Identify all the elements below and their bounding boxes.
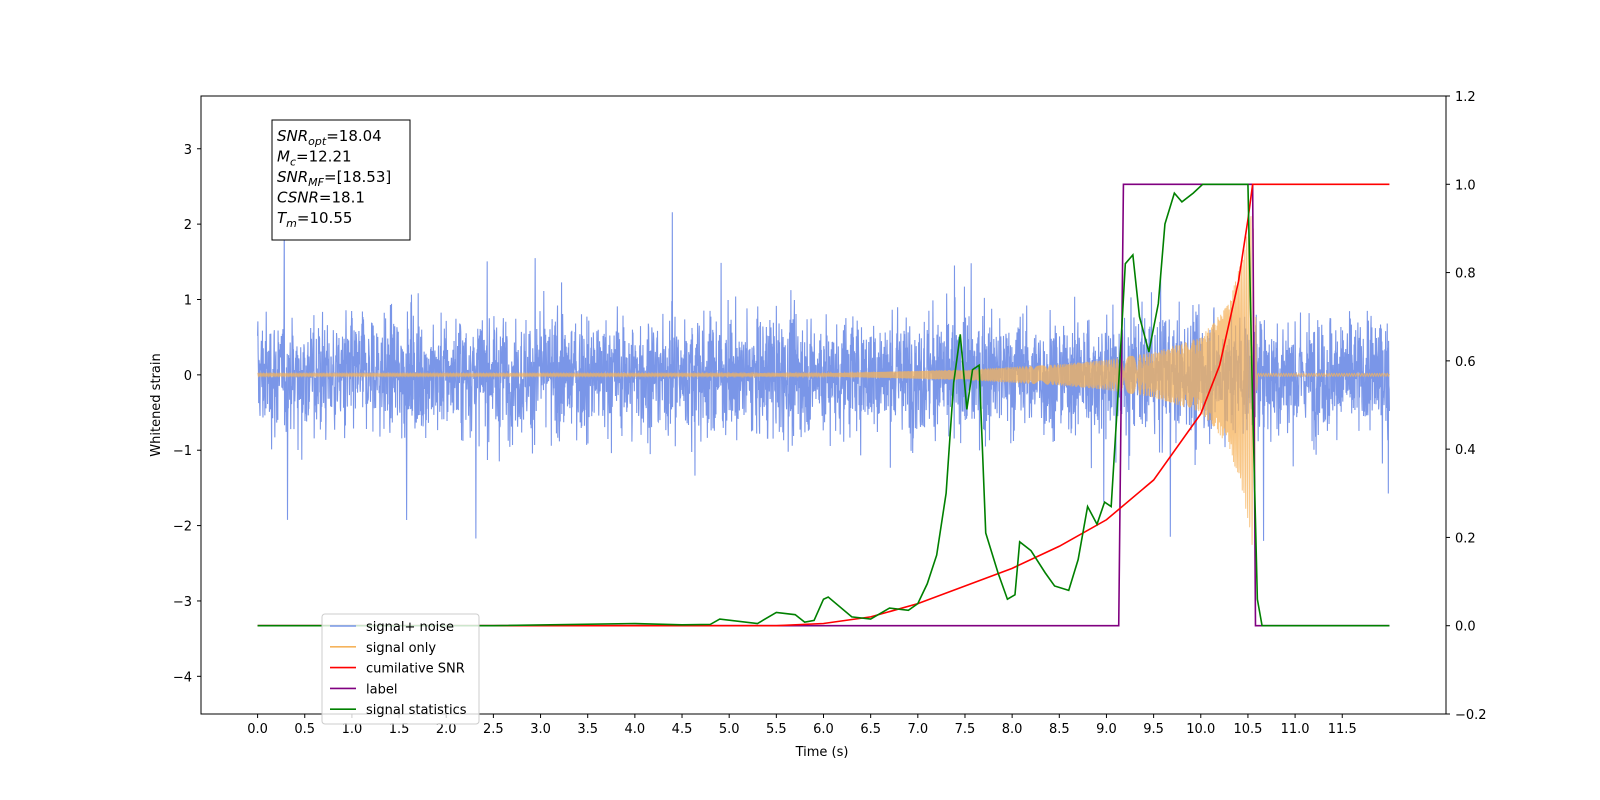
x-tick-label: 9.5 xyxy=(1143,722,1164,737)
x-tick-label: 7.5 xyxy=(955,722,976,737)
annotation-line: SNRopt=18.04 xyxy=(277,127,382,148)
annotation-line: Tm=10.55 xyxy=(277,209,352,230)
y-left-tick-label: 3 xyxy=(184,143,192,158)
legend: signal+ noise signal only cumilative SNR la… xyxy=(321,613,480,725)
x-tick-label: 7.0 xyxy=(907,722,928,737)
y-axis-left: 3 2 1 0 −1 −2 −3 −4 xyxy=(173,143,201,685)
x-tick-label: 11.0 xyxy=(1281,722,1310,737)
x-tick-label: 2.0 xyxy=(436,722,457,737)
legend-frame xyxy=(321,613,480,725)
y-left-tick-label: −4 xyxy=(173,670,192,685)
x-tick-label: 3.5 xyxy=(577,722,598,737)
y-left-tick-label: −2 xyxy=(173,520,192,535)
y-right-tick-label: 0.8 xyxy=(1455,267,1476,282)
y-right-tick-label: 1.0 xyxy=(1455,178,1476,193)
y-left-tick-label: 2 xyxy=(184,218,192,233)
y-right-tick-label: 0.4 xyxy=(1455,443,1476,458)
series-line-signal-statistics xyxy=(257,183,1390,627)
annotation-line: Mc=12.21 xyxy=(277,148,352,169)
y-right-tick-label: 0.0 xyxy=(1455,620,1476,635)
x-tick-label: 11.5 xyxy=(1328,722,1357,737)
legend-label: signal+ noise xyxy=(366,620,454,635)
x-tick-label: 5.5 xyxy=(766,722,787,737)
x-tick-label: 4.0 xyxy=(625,722,646,737)
y-left-tick-label: 1 xyxy=(184,293,192,308)
legend-label: label xyxy=(366,682,397,697)
annotation-line: SNRMF=[18.53] xyxy=(277,168,391,189)
legend-label: cumilative SNR xyxy=(366,662,465,677)
x-tick-label: 8.0 xyxy=(1002,722,1023,737)
x-tick-label: 0.5 xyxy=(294,722,315,737)
y-axis-label: Whitened strain xyxy=(149,353,164,456)
x-tick-label: 0.0 xyxy=(247,722,268,737)
x-tick-label: 10.0 xyxy=(1186,722,1215,737)
legend-label: signal only xyxy=(366,641,436,656)
annotation-line: CSNR=18.1 xyxy=(277,189,365,207)
x-tick-label: 5.0 xyxy=(719,722,740,737)
x-tick-label: 1.5 xyxy=(389,722,410,737)
x-tick-label: 3.0 xyxy=(530,722,551,737)
y-right-tick-label: −0.2 xyxy=(1455,708,1487,723)
x-tick-label: 10.5 xyxy=(1233,722,1262,737)
x-axis-label: Time (s) xyxy=(795,745,849,760)
series-line-cumilative-snr xyxy=(257,183,1390,627)
y-right-tick-label: 0.2 xyxy=(1455,531,1476,546)
x-tick-label: 6.5 xyxy=(860,722,881,737)
y-left-tick-label: −1 xyxy=(173,444,192,459)
series-line-signal-only xyxy=(257,216,1390,545)
x-axis: 0.0 0.5 1.0 1.5 2.0 2.5 3.0 3.5 4.0 4.5 5.0 5.5 6.0 6… xyxy=(247,714,1357,737)
x-tick-label: 8.5 xyxy=(1049,722,1070,737)
y-left-tick-label: 0 xyxy=(184,369,192,384)
y-right-tick-label: 0.6 xyxy=(1455,355,1476,370)
legend-label: signal statistics xyxy=(366,703,467,718)
x-tick-label: 1.0 xyxy=(342,722,363,737)
x-tick-label: 4.5 xyxy=(672,722,693,737)
x-tick-label: 9.0 xyxy=(1096,722,1117,737)
x-tick-label: 2.5 xyxy=(483,722,504,737)
y-axis-right: 1.2 1.0 0.8 0.6 0.4 0.2 0.0 −0.2 xyxy=(1446,90,1487,723)
annotation-box: SNRopt=18.04Mc=12.21SNRMF=[18.53]CSNR=18… xyxy=(271,119,411,241)
annotation-box-frame xyxy=(271,119,411,241)
y-right-tick-label: 1.2 xyxy=(1455,90,1476,105)
y-left-tick-label: −3 xyxy=(173,595,192,610)
x-tick-label: 6.0 xyxy=(813,722,834,737)
